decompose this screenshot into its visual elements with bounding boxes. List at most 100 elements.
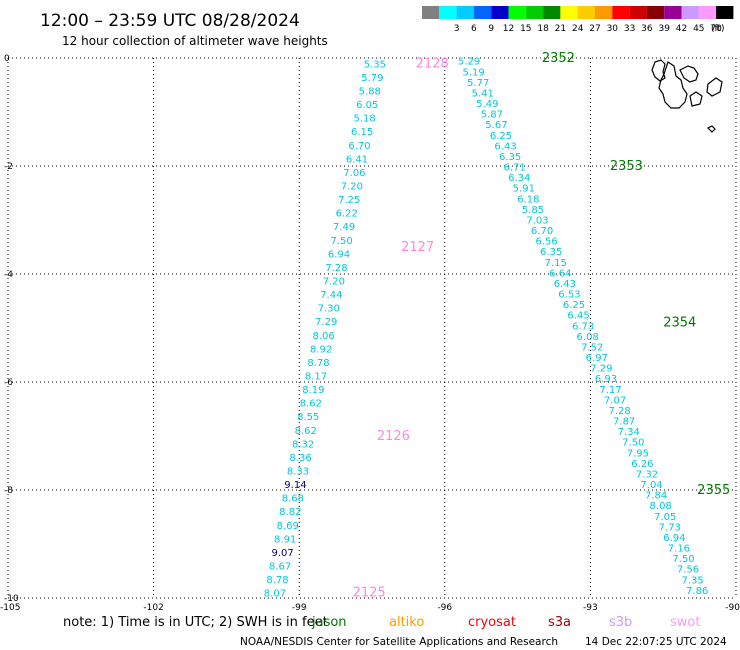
x-tick-label: -105 [0,603,20,613]
swh-value-swot: 8.67 [269,561,291,572]
satellite-legend: jason altiko cryosat s3a s3b swot [311,615,700,630]
swh-value-swot: 8.33 [287,466,309,477]
swh-value-swot: 8.78 [266,575,288,586]
swh-value-swot: 8.32 [292,439,314,450]
swh-value-swot: 8.92 [310,344,332,355]
legend-swatch [439,6,457,19]
footnote: note: 1) Time is in UTC; 2) SWH is in fe… [63,615,328,630]
swh-value-jason: 7.28 [608,406,630,417]
x-tick-label: -90 [725,603,740,613]
swh-value-swot: 8.62 [300,399,322,410]
swh-value-jason: 5.91 [513,184,535,195]
swh-value-swot: 6.05 [356,100,378,111]
swh-value-jason: 7.35 [681,575,703,586]
swh-value-jason: 8.08 [650,501,672,512]
swh-value-swot: 8.69 [277,521,299,532]
longitude-tick-labels: -105 -102 -99 -96 -93 -90 [0,603,740,613]
swh-value-jason: 6.08 [577,332,599,343]
pass-number-jason: 2354 [663,316,696,331]
pass-number-jason: 2353 [610,159,643,174]
legend-tick-label: 36 [641,24,653,34]
swh-value-swot: 8.68 [282,494,304,505]
swh-value-jason: 7.05 [654,512,676,523]
legend-tick-label: 18 [537,24,549,34]
legend-swatch [595,6,613,19]
swh-value-jason: 6.73 [572,321,594,332]
swh-value-swot: 5.88 [359,87,381,98]
legend-tick-label: 3 [454,24,460,34]
swh-value-swot: 8.19 [302,385,324,396]
legend-tick-label: 15 [520,24,531,34]
swh-value-jason: 5.29 [458,57,480,68]
swh-value-swot: 7.50 [330,236,352,247]
satellite-legend-s3a: s3a [548,615,571,630]
swh-value-swot: 6.70 [348,141,370,152]
legend-swatch [681,6,699,19]
satellite-legend-s3b: s3b [609,615,632,630]
legend-swatch [456,6,474,19]
swh-value-jason: 6.71 [504,163,526,174]
legend-tick-label: 42 [676,24,687,34]
swh-value-swot: 6.22 [336,209,358,220]
legend-tick-label: 45 [693,24,704,34]
swh-value-swot: 6.94 [328,249,350,260]
swh-value-jason: 7.50 [672,554,694,565]
swh-value-jason: 5.19 [462,67,484,78]
legend-swatch [629,6,647,19]
pass-number-jason: 2352 [542,51,575,66]
x-tick-label: -93 [583,603,598,613]
swh-value-jason: 6.56 [535,237,557,248]
swh-value-jason: 6.70 [531,226,553,237]
legend-tick-label: 21 [555,24,566,34]
swh-value-jason: 6.97 [586,353,608,364]
x-tick-label: -102 [143,603,163,613]
swh-value-jason: 6.25 [563,300,585,311]
swh-value-swot: 7.20 [323,277,345,288]
swh-value-jason: 6.25 [490,131,512,142]
satellite-legend-swot: swot [670,615,700,630]
y-tick-label: -2 [4,162,13,172]
swh-value-swot: 5.35 [364,59,386,70]
swh-value-jason: 7.84 [645,491,667,502]
swh-value-swot: 7.30 [318,304,340,315]
swh-value-jason: 5.77 [467,78,489,89]
swh-value-jason: 7.17 [599,385,621,396]
swh-value-jason: 6.64 [549,268,571,279]
legend-swatch [543,6,561,19]
pass-number-swot: 2127 [401,240,434,255]
legend-swatch [716,6,734,19]
swh-value-jason: 7.52 [581,342,603,353]
pass-number-labels: 2128 2127 2126 2125 2352 2353 2354 2355 [353,51,731,601]
satellite-legend-altiko: altiko [389,615,424,630]
legend-swatch [577,6,595,19]
swh-value-jason: 6.53 [558,290,580,301]
swh-value-swot: 8.36 [289,453,311,464]
swh-value-swot: 7.06 [343,168,365,179]
swh-value-swot: 5.18 [354,114,376,125]
swh-value-jason: 7.15 [545,258,567,269]
x-tick-label: -96 [437,603,452,613]
swh-value-swot: 8.82 [279,507,301,518]
swh-value-swot: 6.15 [351,127,373,138]
swh-value-jason: 5.87 [481,110,503,121]
timestamp: 14 Dec 22:07:25 UTC 2024 [585,636,727,648]
swh-value-jason: 7.95 [627,448,649,459]
swh-value-swot: 7.20 [341,182,363,193]
swh-value-jason: 6.43 [494,141,516,152]
swh-value-swot: 8.06 [313,331,335,342]
satellite-legend-jason: jason [311,615,347,630]
legend-tick-label: 24 [572,24,584,34]
swh-value-swot: 7.25 [338,195,360,206]
legend-tick-label: 30 [607,24,619,34]
y-tick-label: -4 [4,270,13,280]
swh-value-jason: 5.49 [476,99,498,110]
island-outline [689,91,703,107]
altimeter-tracks: 5.35 5.79 5.88 6.05 5.18 6.15 6.70 6.41 7.06 7.20… [264,57,709,600]
legend-tick-label: 33 [624,24,635,34]
legend-tick-label: 9 [488,24,494,34]
swh-value-jason: 6.26 [631,459,653,470]
y-tick-label: -6 [4,378,13,388]
swh-value-swot: 5.79 [361,73,383,84]
legend-swatch [491,6,509,19]
swh-value-jason: 7.07 [604,395,626,406]
